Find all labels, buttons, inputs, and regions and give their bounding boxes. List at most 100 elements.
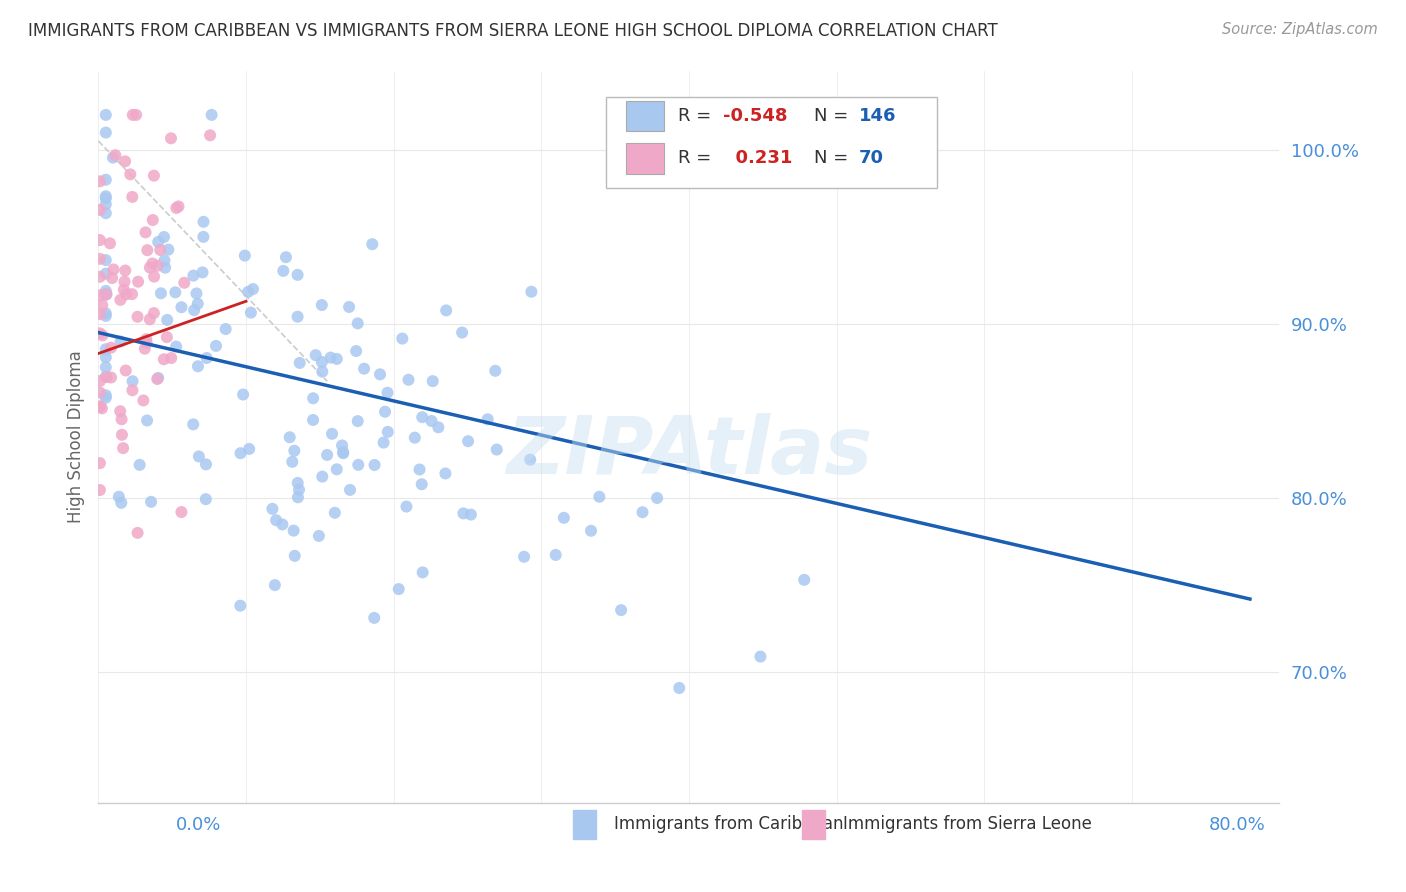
Point — [513, 549, 536, 564]
Point — [332, 446, 354, 460]
Point — [94, 253, 117, 268]
Text: Source: ZipAtlas.com: Source: ZipAtlas.com — [1222, 22, 1378, 37]
Point — [453, 507, 475, 521]
Point — [96, 370, 118, 384]
Point — [288, 356, 311, 370]
Point — [264, 513, 287, 527]
Point — [108, 490, 131, 504]
Text: N =: N = — [814, 149, 853, 167]
Point — [153, 260, 176, 275]
Point — [284, 549, 307, 563]
Point — [339, 483, 361, 497]
Point — [353, 361, 375, 376]
Point — [377, 385, 399, 400]
Point — [610, 603, 633, 617]
Point — [187, 359, 209, 374]
Point — [153, 230, 176, 244]
Point — [205, 339, 228, 353]
Point — [94, 197, 117, 211]
Point — [149, 286, 172, 301]
Point — [373, 435, 395, 450]
Point — [170, 300, 193, 314]
Point — [311, 365, 333, 379]
Point — [193, 215, 215, 229]
Point — [330, 438, 353, 452]
Point — [422, 374, 444, 388]
Point — [273, 264, 295, 278]
Point — [110, 293, 132, 307]
Point — [262, 501, 284, 516]
Point — [326, 351, 349, 366]
Point — [287, 475, 309, 490]
Point — [165, 340, 187, 354]
Point — [278, 430, 301, 444]
Point — [132, 393, 155, 408]
Point — [229, 599, 252, 613]
Text: Immigrants from Sierra Leone: Immigrants from Sierra Leone — [844, 815, 1092, 833]
Text: R =: R = — [678, 149, 717, 167]
Point — [89, 233, 111, 247]
Point — [412, 566, 434, 580]
Point — [308, 529, 330, 543]
Point — [121, 108, 143, 122]
Point — [588, 490, 610, 504]
Text: 146: 146 — [859, 107, 897, 125]
Point — [127, 275, 149, 289]
Text: IMMIGRANTS FROM CARIBBEAN VS IMMIGRANTS FROM SIERRA LEONE HIGH SCHOOL DIPLOMA CO: IMMIGRANTS FROM CARIBBEAN VS IMMIGRANTS … — [28, 22, 998, 40]
Point — [239, 305, 262, 319]
Point — [89, 202, 111, 217]
Point — [460, 508, 482, 522]
Point — [136, 413, 159, 427]
Point — [434, 303, 457, 318]
Point — [519, 452, 541, 467]
Point — [238, 442, 260, 456]
Point — [344, 344, 367, 359]
Point — [100, 370, 122, 384]
Point — [89, 174, 111, 188]
Point — [156, 330, 179, 344]
Point — [201, 108, 224, 122]
Point — [195, 458, 218, 472]
Point — [544, 548, 567, 562]
Point — [111, 427, 134, 442]
Point — [160, 131, 183, 145]
Point — [89, 326, 111, 341]
Point — [112, 441, 135, 455]
Point — [316, 448, 339, 462]
Point — [361, 237, 384, 252]
Point — [94, 267, 117, 281]
Point — [374, 405, 396, 419]
Text: R =: R = — [678, 107, 717, 125]
Point — [668, 681, 690, 695]
Point — [485, 442, 508, 457]
Point — [89, 288, 111, 302]
Point — [121, 374, 143, 388]
Point — [165, 201, 187, 215]
Point — [148, 235, 170, 249]
Point — [94, 172, 117, 186]
Point — [101, 151, 124, 165]
Point — [332, 445, 354, 459]
Point — [232, 387, 254, 401]
Point — [451, 326, 474, 340]
Point — [377, 425, 399, 439]
Point — [157, 243, 180, 257]
Point — [139, 260, 162, 275]
Point — [134, 342, 156, 356]
Text: 70: 70 — [859, 149, 884, 167]
Text: Immigrants from Caribbean: Immigrants from Caribbean — [614, 815, 844, 833]
Point — [404, 431, 426, 445]
Point — [139, 495, 162, 509]
Text: ZIPAtlas: ZIPAtlas — [506, 413, 872, 491]
Point — [103, 262, 125, 277]
Point — [89, 307, 111, 321]
Point — [457, 434, 479, 449]
Point — [579, 524, 602, 538]
Point — [127, 525, 149, 540]
Point — [186, 286, 208, 301]
Point — [89, 483, 111, 497]
Point — [153, 352, 176, 367]
Point — [520, 285, 543, 299]
Point — [420, 414, 443, 428]
Point — [195, 351, 218, 365]
